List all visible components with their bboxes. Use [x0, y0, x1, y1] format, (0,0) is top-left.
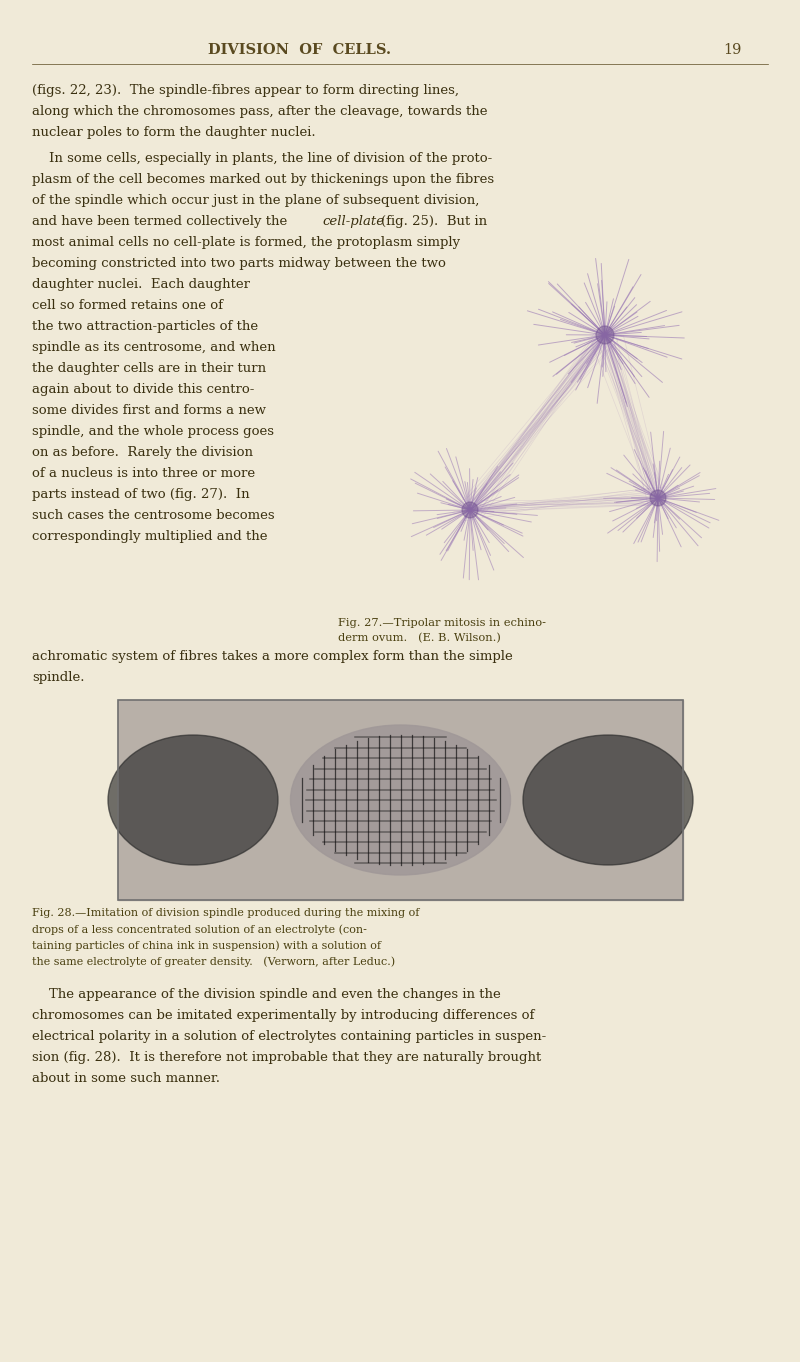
Text: of the spindle which occur just in the plane of subsequent division,: of the spindle which occur just in the p… [32, 193, 479, 207]
Text: on as before.  Rarely the division: on as before. Rarely the division [32, 445, 253, 459]
Text: most animal cells no cell-plate is formed, the protoplasm simply: most animal cells no cell-plate is forme… [32, 236, 460, 249]
Text: Fig. 28.—Imitation of division spindle produced during the mixing of: Fig. 28.—Imitation of division spindle p… [32, 908, 419, 918]
Ellipse shape [523, 735, 693, 865]
Text: along which the chromosomes pass, after the cleavage, towards the: along which the chromosomes pass, after … [32, 105, 487, 118]
Text: DIVISION  OF  CELLS.: DIVISION OF CELLS. [209, 44, 391, 57]
Text: of a nucleus is into three or more: of a nucleus is into three or more [32, 467, 255, 479]
Text: achromatic system of fibres takes a more complex form than the simple: achromatic system of fibres takes a more… [32, 650, 513, 663]
Text: cell so formed retains one of: cell so formed retains one of [32, 300, 223, 312]
Text: daughter nuclei.  Each daughter: daughter nuclei. Each daughter [32, 278, 250, 291]
Text: about in some such manner.: about in some such manner. [32, 1072, 220, 1086]
Ellipse shape [108, 735, 278, 865]
Text: (figs. 22, 23).  The spindle-fibres appear to form directing lines,: (figs. 22, 23). The spindle-fibres appea… [32, 84, 459, 97]
Text: spindle.: spindle. [32, 671, 85, 684]
Text: sion (fig. 28).  It is therefore not improbable that they are naturally brought: sion (fig. 28). It is therefore not impr… [32, 1051, 542, 1064]
Text: the same electrolyte of greater density.   (Verworn, after Leduc.): the same electrolyte of greater density.… [32, 956, 395, 967]
Text: (fig. 25).  But in: (fig. 25). But in [381, 215, 487, 227]
Text: nuclear poles to form the daughter nuclei.: nuclear poles to form the daughter nucle… [32, 127, 316, 139]
Text: the two attraction-particles of the: the two attraction-particles of the [32, 320, 258, 332]
Text: drops of a less concentrated solution of an electrolyte (con-: drops of a less concentrated solution of… [32, 923, 367, 934]
Text: some divides first and forms a new: some divides first and forms a new [32, 405, 266, 417]
Ellipse shape [290, 725, 510, 874]
Text: In some cells, especially in plants, the line of division of the proto-: In some cells, especially in plants, the… [32, 153, 492, 165]
Text: 19: 19 [723, 44, 741, 57]
Text: taining particles of china ink in suspension) with a solution of: taining particles of china ink in suspen… [32, 940, 381, 951]
Bar [118, 700, 683, 900]
Text: becoming constricted into two parts midway between the two: becoming constricted into two parts midw… [32, 257, 446, 270]
Circle shape [596, 326, 614, 345]
Text: parts instead of two (fig. 27).  In: parts instead of two (fig. 27). In [32, 488, 250, 501]
Text: The appearance of the division spindle and even the changes in the: The appearance of the division spindle a… [32, 987, 501, 1001]
Bar [118, 700, 683, 900]
Text: plasm of the cell becomes marked out by thickenings upon the fibres: plasm of the cell becomes marked out by … [32, 173, 494, 187]
Text: spindle, and the whole process goes: spindle, and the whole process goes [32, 425, 274, 439]
Text: derm ovum.   (E. B. Wilson.): derm ovum. (E. B. Wilson.) [338, 633, 501, 643]
Text: Fig. 27.—Tripolar mitosis in echino-: Fig. 27.—Tripolar mitosis in echino- [338, 618, 546, 628]
Text: spindle as its centrosome, and when: spindle as its centrosome, and when [32, 340, 276, 354]
Text: electrical polarity in a solution of electrolytes containing particles in suspen: electrical polarity in a solution of ele… [32, 1030, 546, 1043]
Text: again about to divide this centro-: again about to divide this centro- [32, 383, 254, 396]
Circle shape [462, 503, 478, 518]
Text: chromosomes can be imitated experimentally by introducing differences of: chromosomes can be imitated experimental… [32, 1009, 534, 1022]
Circle shape [650, 490, 666, 507]
Text: cell-plate: cell-plate [322, 215, 384, 227]
Text: such cases the centrosome becomes: such cases the centrosome becomes [32, 509, 274, 522]
Text: the daughter cells are in their turn: the daughter cells are in their turn [32, 362, 266, 375]
Text: and have been termed collectively the: and have been termed collectively the [32, 215, 287, 227]
Text: correspondingly multiplied and the: correspondingly multiplied and the [32, 530, 267, 543]
